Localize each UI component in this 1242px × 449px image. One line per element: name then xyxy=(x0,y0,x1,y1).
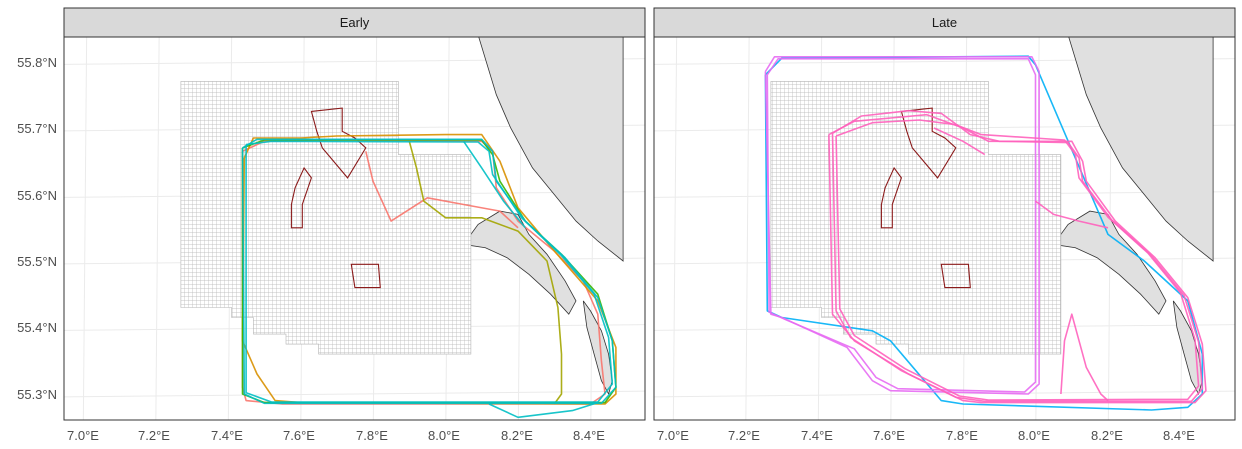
panel-border xyxy=(63,36,646,421)
x-axis: 7.0°E 7.2°E 7.4°E 7.6°E 7.8°E 8.0°E 8.2°… xyxy=(657,428,1195,443)
y-tick-label: 55.8°N xyxy=(17,55,57,70)
y-axis: 55.3°N 55.4°N 55.5°N 55.6°N 55.7°N 55.8°… xyxy=(17,55,57,402)
panel-early: Early 7.0°E 7.2°E 7.4°E 7.6°E 7.8°E 8.0°… xyxy=(63,7,646,443)
survey-track xyxy=(488,401,599,419)
survey-track xyxy=(766,58,1037,393)
tracks xyxy=(241,133,617,419)
x-tick-label: 8.4°E xyxy=(573,428,605,443)
survey-track xyxy=(408,141,563,405)
survey-track xyxy=(835,119,1200,401)
y-tick-label: 55.4°N xyxy=(17,320,57,335)
x-tick-label: 7.4°E xyxy=(211,428,243,443)
survey-track xyxy=(1035,200,1109,229)
coastline xyxy=(1068,37,1214,262)
x-axis: 7.0°E 7.2°E 7.4°E 7.6°E 7.8°E 8.0°E 8.2°… xyxy=(67,428,605,443)
gridline-lat xyxy=(654,390,1235,398)
y-tick-label: 55.5°N xyxy=(17,254,57,269)
x-tick-label: 7.6°E xyxy=(283,428,315,443)
y-tick-label: 55.7°N xyxy=(17,121,57,136)
survey-track xyxy=(245,140,614,403)
land xyxy=(462,37,624,396)
survey-track xyxy=(462,140,526,229)
x-tick-label: 7.8°E xyxy=(946,428,978,443)
wind-farm-outline xyxy=(940,263,971,289)
strip-title: Early xyxy=(340,15,370,30)
x-tick-label: 8.0°E xyxy=(428,428,460,443)
survey-track xyxy=(831,109,1204,403)
survey-track xyxy=(933,127,986,156)
island xyxy=(1052,210,1167,315)
x-tick-label: 8.4°E xyxy=(1163,428,1195,443)
gridline-lat xyxy=(64,390,645,398)
gridline-lon xyxy=(745,37,750,420)
survey-grid xyxy=(770,81,1062,355)
y-tick-label: 55.3°N xyxy=(17,387,57,402)
x-tick-label: 7.6°E xyxy=(873,428,905,443)
gridline-lon xyxy=(672,37,678,420)
land xyxy=(1052,37,1214,396)
survey-track xyxy=(241,138,617,405)
strip-early xyxy=(63,7,646,38)
wind-farm-outline xyxy=(880,166,903,229)
x-tick-label: 7.0°E xyxy=(67,428,99,443)
strip-title: Late xyxy=(932,15,957,30)
island xyxy=(1172,300,1203,396)
y-tick-label: 55.6°N xyxy=(17,188,57,203)
x-tick-label: 7.2°E xyxy=(138,428,170,443)
x-tick-label: 8.2°E xyxy=(501,428,533,443)
study-grid xyxy=(180,81,472,355)
survey-track xyxy=(1060,313,1109,402)
x-tick-label: 7.8°E xyxy=(356,428,388,443)
survey-track xyxy=(241,133,617,405)
survey-track xyxy=(365,151,519,229)
strip-late xyxy=(653,7,1236,38)
wind-farm-outline xyxy=(290,166,313,229)
panel-border xyxy=(653,36,1236,421)
panel-late: Late 7.0°E 7.2°E 7.4°E 7.6°E 7.8°E 8.0°E… xyxy=(653,7,1236,443)
gridline-lon xyxy=(82,37,88,420)
coastline xyxy=(478,37,624,262)
island xyxy=(462,210,577,315)
x-tick-label: 8.0°E xyxy=(1018,428,1050,443)
study-grid xyxy=(770,81,1062,355)
x-tick-label: 7.0°E xyxy=(657,428,689,443)
tracks xyxy=(764,55,1207,411)
gridline-lon xyxy=(155,37,160,420)
x-tick-label: 7.2°E xyxy=(728,428,760,443)
x-tick-label: 7.4°E xyxy=(801,428,833,443)
survey-grid xyxy=(180,81,472,355)
x-tick-label: 8.2°E xyxy=(1091,428,1123,443)
wind-farm-outline xyxy=(350,263,381,289)
